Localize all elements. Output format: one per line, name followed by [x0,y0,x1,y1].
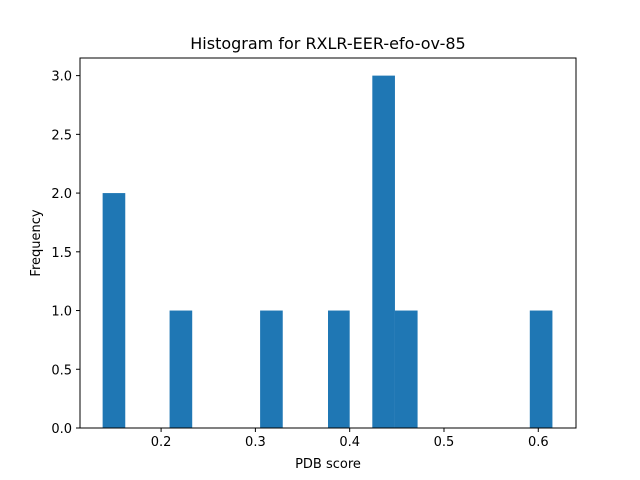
histogram-bar-5 [394,310,418,428]
histogram-bar-0 [102,193,126,428]
histogram-bar-4 [372,75,395,428]
y-axis-label: Frequency [29,209,44,276]
histogram-bar-6 [529,310,553,428]
y-tick-label: 1.0 [51,305,72,320]
x-tick-label: 0.2 [151,435,172,450]
x-tick-label: 0.4 [339,435,360,450]
y-tick-label: 2.5 [51,128,72,143]
y-tick-label: 0.5 [51,363,72,378]
x-axis-label: PDB score [295,457,361,472]
bars-group [102,75,553,428]
x-tick-label: 0.5 [434,435,455,450]
y-axis-ticks: 0.0 0.5 1.0 1.5 2.0 2.5 3.0 [51,70,80,437]
y-tick-label: 1.5 [51,246,72,261]
y-tick-label: 3.0 [51,70,72,85]
x-axis-ticks: 0.2 0.3 0.4 0.5 0.6 [151,428,549,450]
histogram-bar-3 [328,310,350,428]
y-tick-label: 0.0 [51,422,72,437]
plot-frame [79,57,577,429]
histogram-bar-1 [169,310,193,428]
histogram-bar-2 [260,310,283,428]
y-tick-label: 2.0 [51,187,72,202]
x-tick-label: 0.3 [245,435,266,450]
x-tick-label: 0.6 [528,435,549,450]
chart-title: Histogram for RXLR-EER-efo-ov-85 [190,34,465,53]
